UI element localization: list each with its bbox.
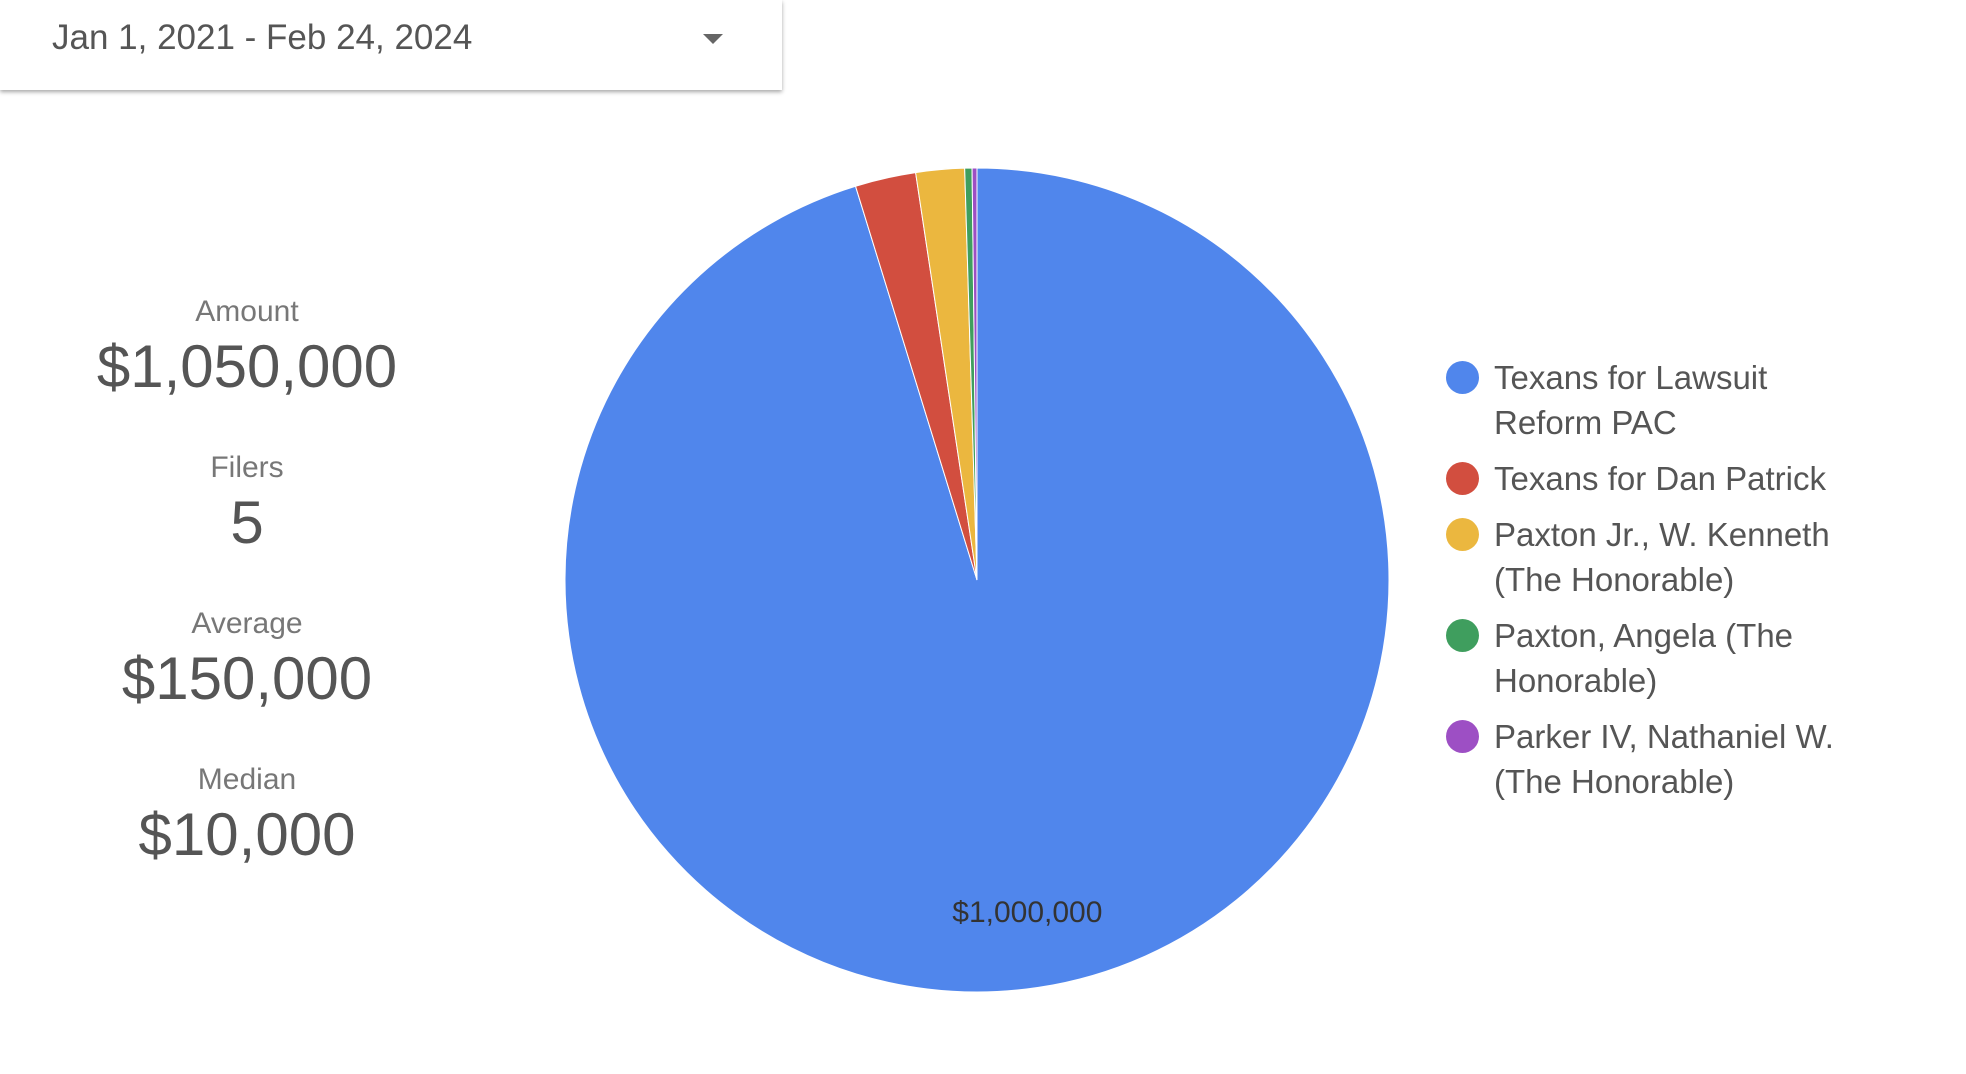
pie-slice: [971, 167, 978, 581]
data-label: $1,000,000: [952, 896, 1102, 929]
legend-swatch: [1446, 619, 1479, 652]
legend-label: Texans for Dan Patrick: [1494, 460, 1826, 497]
legend-item: Paxton Jr., W. Kenneth (The Honorable): [1446, 512, 1854, 602]
legend-label: Texans for Lawsuit Reform PAC: [1494, 359, 1768, 441]
legend-item: Texans for Dan Patrick: [1446, 456, 1854, 501]
legend-swatch: [1446, 518, 1479, 551]
legend-swatch: [1446, 720, 1479, 753]
summary: Amount $1,050,000 Filers 5 Average $150,000 Me…: [47, 295, 447, 919]
stat-label: Average: [191, 607, 303, 640]
stat-value: $10,000: [138, 801, 356, 868]
legend-label: Paxton, Angela (The Honorable): [1494, 617, 1794, 699]
stat-value: $1,050,000: [96, 333, 398, 400]
legend-swatch: [1446, 361, 1479, 394]
date-range-dropdown[interactable]: Jan 1, 2021 - Feb 24, 2024: [0, 0, 782, 90]
stat-value: $150,000: [121, 645, 373, 712]
dropdown-caret: [703, 34, 723, 44]
stat: Average $150,000: [47, 607, 447, 763]
legend-item: Parker IV, Nathaniel W. (The Honorable): [1446, 714, 1854, 804]
stat-value: 5: [230, 489, 264, 556]
stat-label: Amount: [195, 295, 299, 328]
legend-swatch: [1446, 462, 1479, 495]
legend: Texans for Lawsuit Reform PAC Texans for …: [1446, 355, 1866, 815]
stat: Filers 5: [47, 451, 447, 607]
stat: Amount $1,050,000: [47, 295, 447, 451]
legend-item: Paxton, Angela (The Honorable): [1446, 613, 1854, 703]
legend-label: Paxton Jr., W. Kenneth (The Honorable): [1494, 516, 1830, 598]
stat-label: Median: [197, 763, 297, 796]
legend-item: Texans for Lawsuit Reform PAC: [1446, 355, 1854, 445]
date-range: Jan 1, 2021 - Feb 24, 2024: [52, 18, 473, 57]
legend-label: Parker IV, Nathaniel W. (The Honorable): [1494, 718, 1834, 800]
stat: Median $10,000: [47, 763, 447, 919]
stat-label: Filers: [210, 451, 284, 484]
